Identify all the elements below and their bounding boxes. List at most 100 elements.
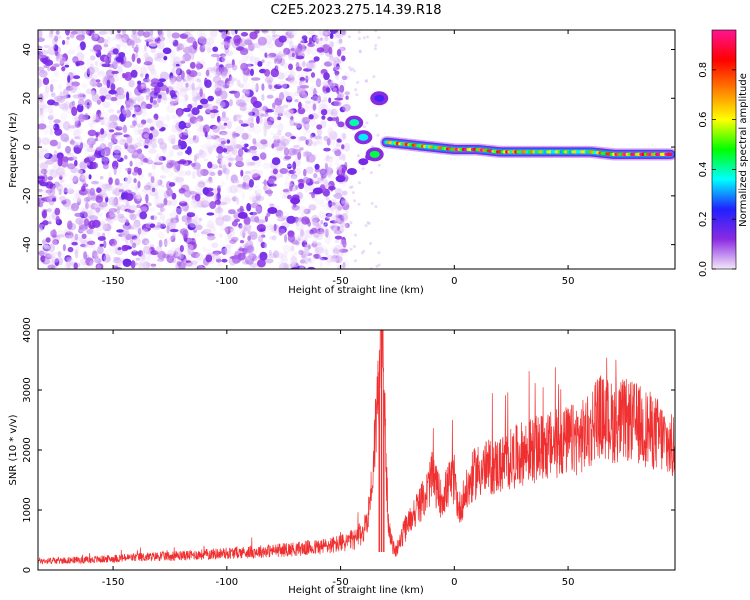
noise-blob (166, 253, 175, 264)
noise-blob (217, 120, 222, 130)
noise-blob (179, 228, 188, 235)
noise-blob (122, 258, 132, 267)
noise-blob (111, 70, 119, 75)
noise-blob (210, 67, 216, 74)
noise-blob (144, 52, 149, 60)
noise-blob (189, 61, 196, 69)
noise-blob (240, 62, 249, 72)
noise-blob (136, 57, 141, 64)
noise-blob (179, 88, 187, 97)
noise-blob (133, 194, 142, 204)
noise-blob (323, 72, 330, 81)
noise-blob (64, 255, 72, 263)
noise-blob (150, 250, 159, 256)
noise-blob (71, 208, 79, 212)
noise-blob (288, 112, 295, 118)
noise-blob (82, 172, 90, 181)
noise-blob (267, 60, 273, 65)
noise-blob (47, 43, 56, 51)
noise-blob (235, 161, 244, 167)
noise-blob (70, 138, 74, 146)
noise-blob (133, 115, 138, 122)
noise-blob (199, 88, 203, 97)
noise-blob (65, 61, 69, 65)
noise-blob (69, 172, 78, 183)
noise-blob (149, 188, 158, 197)
noise-blob (197, 179, 206, 188)
noise-blob (303, 128, 307, 138)
noise-blob (74, 233, 79, 241)
noise-blob (132, 113, 136, 118)
noise-blob (315, 198, 321, 206)
noise-blob (273, 138, 280, 148)
noise-blob (245, 158, 251, 167)
noise-blob (87, 129, 97, 137)
noise-blob (225, 50, 234, 57)
noise-blob (98, 31, 107, 35)
noise-blob (317, 127, 322, 137)
noise-speck (377, 36, 381, 40)
noise-blob (239, 48, 249, 56)
noise-blob (156, 116, 166, 124)
noise-blob (176, 46, 181, 52)
noise-blob (288, 71, 297, 78)
noise-blob (116, 207, 120, 215)
noise-blob (166, 104, 176, 113)
noise-blob (304, 255, 309, 265)
noise-blob (38, 250, 45, 257)
spectrogram-main-line (380, 136, 675, 161)
noise-blob (198, 36, 207, 44)
noise-blob (223, 168, 230, 175)
noise-blob (142, 31, 151, 38)
noise-blob (250, 115, 254, 122)
noise-blob (183, 247, 187, 252)
noise-blob (85, 162, 90, 166)
noise-blob (197, 33, 207, 39)
noise-blob (196, 61, 201, 71)
noise-blob (131, 64, 141, 70)
noise-blob (235, 161, 244, 168)
noise-blob (217, 185, 221, 194)
noise-blob (271, 157, 281, 166)
noise-blob (184, 94, 189, 101)
noise-blob (331, 34, 341, 40)
noise-blob (190, 197, 196, 204)
noise-blob (90, 32, 98, 42)
noise-blob (302, 246, 311, 255)
noise-blob (335, 214, 344, 219)
noise-blob (75, 128, 84, 134)
noise-blob (183, 31, 191, 36)
noise-blob (319, 169, 328, 178)
noise-blob (129, 211, 135, 219)
noise-blob (336, 49, 342, 57)
noise-blob (121, 234, 126, 242)
noise-blob (304, 48, 310, 57)
noise-blob (215, 137, 224, 143)
noise-blob (137, 180, 141, 189)
noise-blob (339, 84, 345, 93)
noise-blob (49, 214, 56, 219)
noise-blob (199, 30, 205, 37)
noise-blob (78, 260, 85, 265)
noise-blob (197, 104, 203, 110)
noise-blob (51, 154, 56, 163)
noise-blob (332, 194, 340, 198)
noise-blob (132, 30, 137, 35)
noise-blob (194, 221, 201, 226)
noise-blob (110, 96, 118, 102)
noise-blob (338, 248, 349, 253)
noise-blob (123, 56, 129, 62)
noise-blob (46, 197, 53, 203)
noise-speck (377, 263, 381, 267)
noise-blob (230, 174, 238, 184)
noise-blob (95, 113, 99, 123)
noise-blob (159, 59, 167, 64)
noise-blob (224, 194, 231, 203)
noise-blob (106, 96, 112, 101)
noise-blob (321, 115, 326, 120)
noise-blob (255, 83, 259, 93)
noise-blob (145, 94, 155, 98)
noise-blob (197, 36, 207, 46)
noise-blob (185, 170, 192, 176)
noise-blob (270, 68, 279, 78)
